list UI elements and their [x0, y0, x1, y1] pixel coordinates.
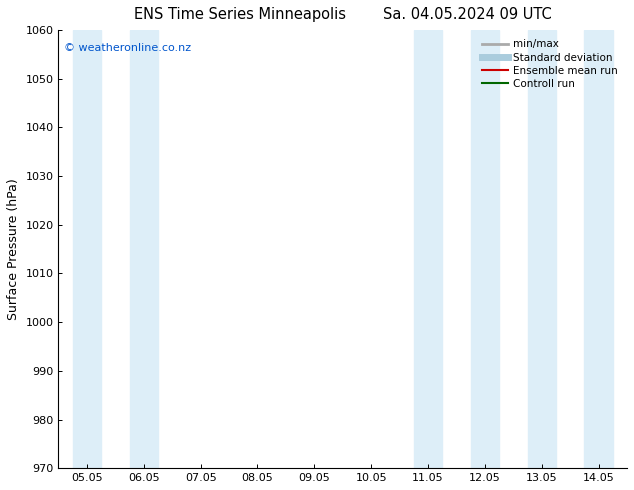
Title: ENS Time Series Minneapolis        Sa. 04.05.2024 09 UTC: ENS Time Series Minneapolis Sa. 04.05.20…	[134, 7, 552, 22]
Bar	[585, 30, 613, 468]
Bar	[129, 30, 158, 468]
Legend: min/max, Standard deviation, Ensemble mean run, Controll run: min/max, Standard deviation, Ensemble me…	[477, 35, 622, 93]
Bar	[527, 30, 556, 468]
Bar	[470, 30, 499, 468]
Y-axis label: Surface Pressure (hPa): Surface Pressure (hPa)	[7, 178, 20, 320]
Text: © weatheronline.co.nz: © weatheronline.co.nz	[64, 43, 191, 53]
Bar	[414, 30, 443, 468]
Bar	[73, 30, 101, 468]
